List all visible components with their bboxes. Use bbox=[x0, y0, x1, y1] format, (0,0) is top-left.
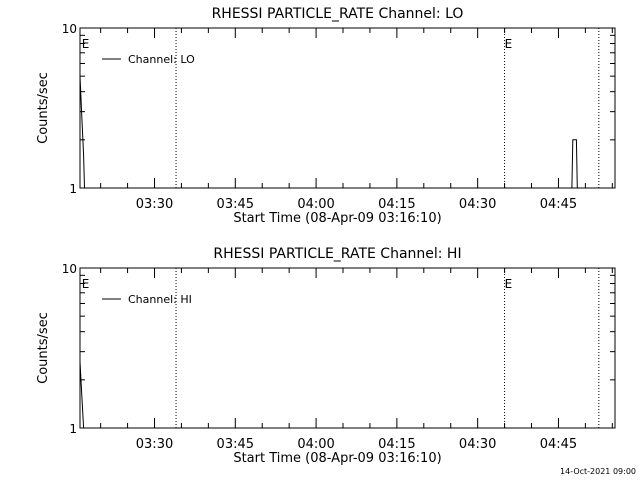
plot-frame bbox=[79, 27, 616, 189]
x-tick-label: 04:00 bbox=[297, 437, 334, 452]
x-axis-label: Start Time (08-Apr-09 03:16:10) bbox=[233, 451, 441, 466]
x-tick-label: 04:45 bbox=[540, 197, 577, 212]
x-tick-label: 04:15 bbox=[378, 437, 415, 452]
y-tick-label: 1 bbox=[69, 422, 77, 436]
plot-frame bbox=[79, 267, 616, 429]
x-tick-label: 04:15 bbox=[378, 197, 415, 212]
data-series-line bbox=[79, 361, 85, 429]
x-tick-label: 03:30 bbox=[136, 437, 173, 452]
legend-entry: Channel: HI bbox=[128, 293, 192, 306]
event-marker-label: E bbox=[82, 37, 90, 51]
event-marker-label: E bbox=[82, 277, 90, 291]
chart-panel-2: RHESSI PARTICLE_RATE Channel: HI 1 10 03:30… bbox=[36, 246, 616, 466]
y-axis-label: Counts/sec bbox=[36, 312, 51, 384]
y-tick-label: 10 bbox=[62, 22, 77, 36]
chart-title: RHESSI PARTICLE_RATE Channel: HI bbox=[213, 246, 461, 262]
chart-title: RHESSI PARTICLE_RATE Channel: LO bbox=[212, 6, 464, 22]
footer-timestamp: 14-Oct-2021 09:00 bbox=[560, 467, 636, 476]
x-tick-label: 04:30 bbox=[459, 437, 496, 452]
x-tick-label: 04:00 bbox=[297, 197, 334, 212]
y-tick-label: 1 bbox=[69, 182, 77, 196]
chart-panel-1: RHESSI PARTICLE_RATE Channel: LO 1 10 03:30… bbox=[36, 6, 616, 226]
y-axis-label: Counts/sec bbox=[36, 72, 51, 144]
x-axis-label: Start Time (08-Apr-09 03:16:10) bbox=[233, 211, 441, 226]
x-tick-label: 03:30 bbox=[136, 197, 173, 212]
x-tick-label: 04:30 bbox=[459, 197, 496, 212]
data-series-line bbox=[79, 76, 578, 189]
x-tick-label: 04:45 bbox=[540, 437, 577, 452]
x-tick-label: 03:45 bbox=[217, 437, 254, 452]
y-tick-label: 10 bbox=[62, 262, 77, 276]
x-tick-label: 03:45 bbox=[217, 197, 254, 212]
legend-entry: Channel: LO bbox=[128, 53, 195, 66]
event-marker-label: E bbox=[505, 37, 513, 51]
event-marker-label: E bbox=[505, 277, 513, 291]
